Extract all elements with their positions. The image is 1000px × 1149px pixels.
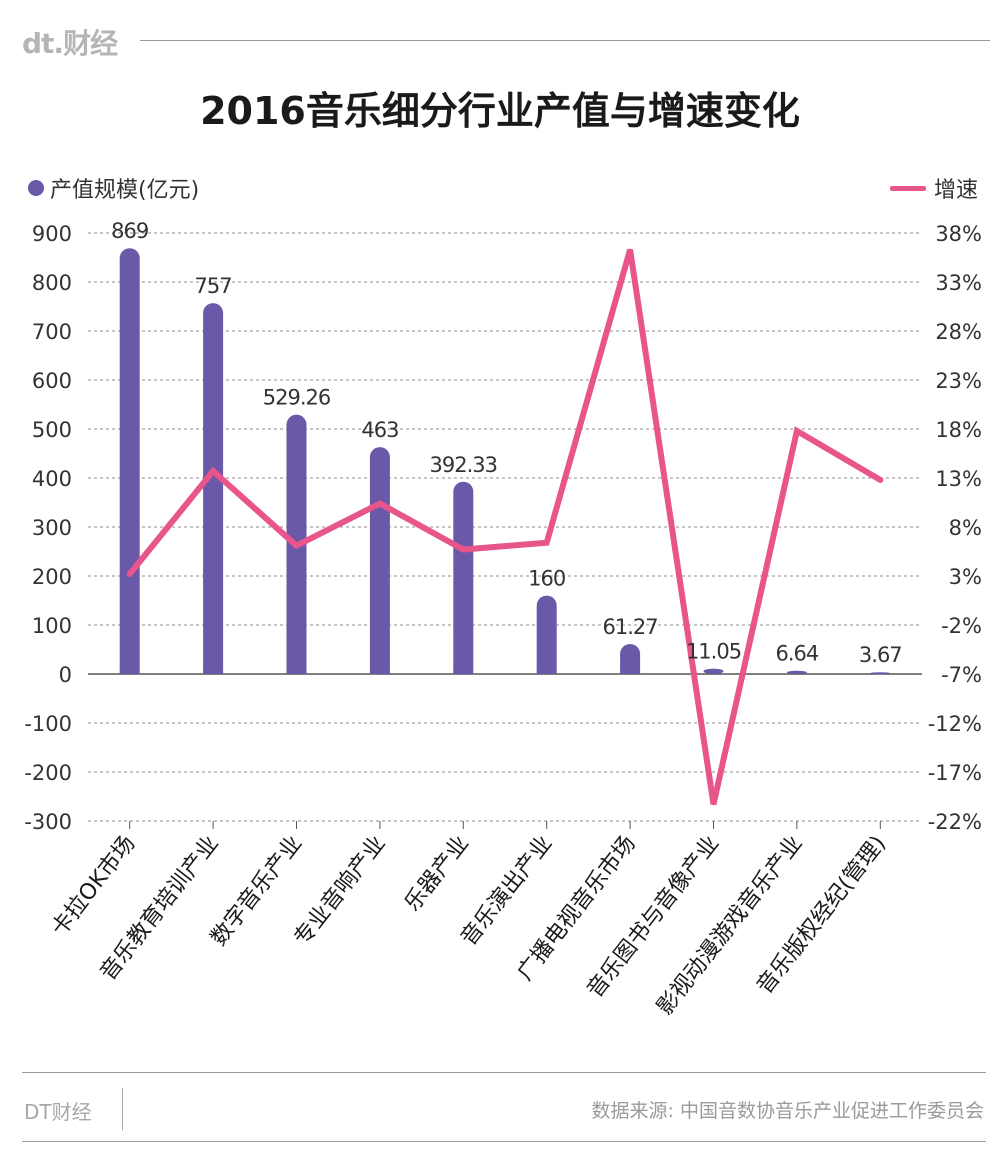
bar-8 (786, 670, 807, 674)
bar-5 (536, 595, 557, 674)
y-right-tick-label: -17% (928, 761, 982, 785)
y-left-tick-label: 900 (32, 222, 72, 246)
y-left-tick-label: -100 (24, 712, 72, 736)
footer-source: 数据来源: 中国音数协音乐产业促进工作委员会 (591, 1100, 984, 1122)
label-layer: 869 757 529.26 463 392.33 160 61.27 11.05 6.64 3.… (47, 219, 903, 1020)
bar-base-3 (369, 664, 390, 674)
bar-0 (119, 248, 140, 674)
bar-value-label: 61.27 (603, 615, 658, 639)
bar-base-0 (119, 664, 140, 674)
bar-base-1 (203, 664, 224, 674)
bar-4 (453, 481, 474, 674)
growth-rate-line (126, 248, 884, 805)
growth-point-2 (295, 544, 298, 547)
line-legend-label: 增速 (933, 178, 978, 203)
bar-base-5 (536, 664, 557, 674)
axis-layer: 900 38% 800 33% 700 28% 600 23% 500 18% 400 13% 300 8… (24, 222, 982, 834)
y-right-tick-label: -12% (928, 712, 982, 736)
bar-value-label: 463 (361, 418, 398, 442)
y-right-tick-label: 38% (935, 222, 982, 246)
header-divider (140, 40, 990, 41)
y-left-tick-label: 700 (32, 320, 72, 344)
line-legend-marker (889, 185, 926, 191)
y-left-tick-label: 100 (32, 614, 72, 638)
y-left-tick-label: 400 (32, 467, 72, 491)
y-right-tick-label: 23% (935, 369, 982, 393)
y-right-tick-label: 18% (935, 418, 982, 442)
growth-point-0 (128, 573, 131, 576)
bar-base-4 (453, 664, 474, 674)
bar-1 (203, 303, 224, 674)
x-category-label: 卡拉OK市场 (47, 831, 140, 941)
bar-value-label: 3.67 (859, 643, 902, 667)
legend-line: 增速 (889, 172, 978, 204)
x-category-label: 影视动漫游戏音乐产业 (652, 831, 807, 1020)
footer-brand: DT财经 (24, 1100, 92, 1124)
y-right-tick-label: 13% (935, 467, 982, 491)
bar-value-label: 869 (111, 219, 148, 243)
growth-point-6 (629, 248, 632, 251)
y-left-tick-label: -300 (24, 810, 72, 834)
y-right-tick-label: 8% (949, 516, 982, 540)
bar-9 (870, 672, 891, 675)
footer-vertical-divider (122, 1088, 123, 1130)
y-right-tick-label: -2% (941, 614, 982, 638)
bar-3 (369, 447, 390, 674)
x-category-label: 乐器产业 (400, 831, 474, 916)
footer-divider-top (22, 1072, 986, 1073)
y-right-tick-label: 33% (935, 271, 982, 295)
bar-value-label: 529.26 (263, 386, 331, 410)
bar-layer (119, 248, 891, 675)
bar-base-6 (620, 664, 641, 674)
y-right-tick-label: -7% (941, 663, 982, 687)
bar-legend-label: 产值规模(亿元) (50, 178, 200, 203)
bar-value-label: 392.33 (430, 453, 497, 477)
growth-point-4 (462, 548, 465, 551)
growth-point-1 (212, 470, 215, 473)
grid-layer (88, 232, 922, 822)
y-right-tick-label: 28% (935, 320, 982, 344)
growth-point-8 (795, 429, 798, 432)
legend-bar: 产值规模(亿元) (28, 172, 199, 204)
bar-value-label: 11.05 (686, 640, 741, 664)
growth-point-3 (378, 502, 381, 505)
bar-legend-marker (28, 180, 44, 196)
y-left-tick-label: -200 (24, 761, 72, 785)
growth-point-7 (712, 803, 715, 806)
y-left-tick-label: 600 (32, 369, 72, 393)
y-left-tick-label: 500 (32, 418, 72, 442)
bar-base-2 (286, 664, 307, 674)
line-layer (126, 248, 884, 806)
y-right-tick-label: 3% (949, 565, 982, 589)
y-left-tick-label: 300 (32, 516, 72, 540)
bar-value-label: 757 (195, 274, 232, 298)
footer-divider-bottom (22, 1141, 986, 1142)
growth-point-9 (879, 478, 882, 481)
y-right-tick-label: -22% (928, 810, 982, 834)
growth-point-5 (545, 541, 548, 544)
y-left-tick-label: 0 (59, 663, 72, 687)
dt-logo: dt.财经 (22, 27, 118, 60)
bar-value-label: 160 (528, 567, 565, 591)
chart-title: 2016音乐细分行业产值与增速变化 (200, 89, 800, 133)
bar-7 (703, 668, 724, 674)
y-left-tick-label: 800 (32, 271, 72, 295)
y-left-tick-label: 200 (32, 565, 72, 589)
bar-value-label: 6.64 (776, 642, 819, 666)
